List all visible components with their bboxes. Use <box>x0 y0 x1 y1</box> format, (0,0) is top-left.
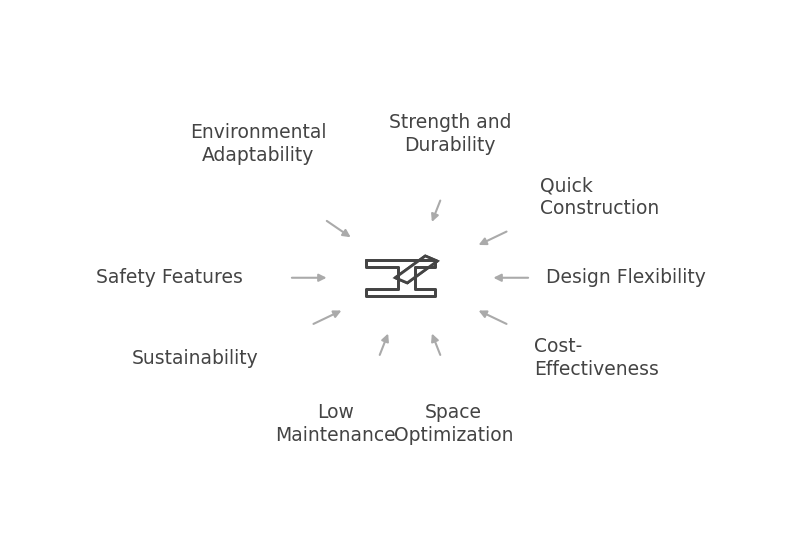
Text: Design Flexibility: Design Flexibility <box>546 268 706 287</box>
Text: Environmental
Adaptability: Environmental Adaptability <box>190 123 326 165</box>
Text: Space
Optimization: Space Optimization <box>394 403 513 445</box>
Text: Low
Maintenance: Low Maintenance <box>275 403 396 445</box>
Text: Cost-
Effectiveness: Cost- Effectiveness <box>534 337 659 379</box>
Text: Strength and
Durability: Strength and Durability <box>389 113 511 155</box>
Text: Sustainability: Sustainability <box>131 349 258 368</box>
Text: Safety Features: Safety Features <box>96 268 242 287</box>
Polygon shape <box>395 256 438 283</box>
Text: Quick
Construction: Quick Construction <box>540 177 659 218</box>
